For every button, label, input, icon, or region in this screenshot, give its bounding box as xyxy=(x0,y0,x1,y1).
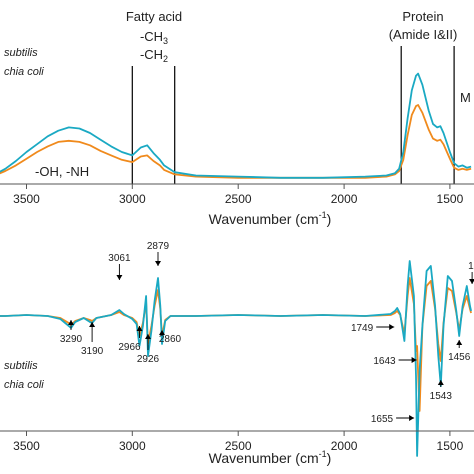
peak-arrowhead-1643 xyxy=(411,357,417,363)
peak-arrowhead-3290 xyxy=(68,320,74,325)
peak-arrowhead-1655 xyxy=(409,415,415,421)
peak-arrowhead-2860 xyxy=(159,330,165,335)
top-x-axis-label: Wavenumber (cm-1) xyxy=(209,210,332,227)
peak-label-3190: 3190 xyxy=(81,346,104,357)
top-vlines xyxy=(131,46,455,184)
bottom-tick-label-2500: 2500 xyxy=(225,439,252,453)
peak-label-1543: 1543 xyxy=(430,391,453,402)
peak-arrowhead-2879 xyxy=(155,261,161,266)
bottom-series-subtilis xyxy=(0,260,472,457)
amide-label: (Amide I&II) xyxy=(389,27,458,42)
bottom-legend-coli: chia coli xyxy=(4,379,44,391)
ch3-subscript: 3 xyxy=(163,36,168,46)
peak-label-3290: 3290 xyxy=(60,334,83,345)
oh-nh-annotation: -OH, -NH xyxy=(35,164,89,179)
peak-label-2879: 2879 xyxy=(147,241,170,252)
peak-arrowhead-3190 xyxy=(89,322,96,327)
top-legend-coli: chia coli xyxy=(4,66,44,78)
top-tick-label-1500: 1500 xyxy=(437,192,464,206)
top-tick-label-2500: 2500 xyxy=(225,192,252,206)
peak-arrowhead-1543 xyxy=(437,380,444,385)
peak-label-1456: 1456 xyxy=(448,352,471,363)
peak-label-2966: 2966 xyxy=(118,342,141,353)
top-x-ticks: 3500 3000 2500 2000 1500 xyxy=(13,184,464,206)
protein-annotation: Protein (Amide I&II) xyxy=(389,9,458,42)
ch3-label: -CH3 xyxy=(140,29,168,46)
peak-label-2860: 2860 xyxy=(159,334,182,345)
peak-label-139: 139 xyxy=(468,261,474,272)
ch2-text: -CH xyxy=(140,47,163,62)
top-tick-label-3000: 3000 xyxy=(119,192,146,206)
protein-label: Protein xyxy=(402,9,443,24)
bottom-x-axis-label: Wavenumber (cm-1) xyxy=(209,449,332,466)
bottom-tick-label-3000: 3000 xyxy=(119,439,146,453)
peak-arrowhead-2926 xyxy=(145,334,151,339)
peak-arrowhead-3061 xyxy=(116,275,123,280)
bottom-tick-label-3500: 3500 xyxy=(13,439,40,453)
fatty-acid-label: Fatty acid xyxy=(126,9,182,24)
top-legend-subtilis: subtilis xyxy=(4,47,38,59)
peak-arrowhead-2966 xyxy=(136,326,143,331)
peak-label-1643: 1643 xyxy=(373,356,396,367)
bottom-series xyxy=(0,260,472,457)
ch2-subscript: 2 xyxy=(163,54,168,64)
peak-label-2926: 2926 xyxy=(137,354,160,365)
top-series xyxy=(0,72,472,179)
bottom-tick-label-2000: 2000 xyxy=(331,439,358,453)
peak-arrowhead-1749 xyxy=(389,324,395,330)
peak-label-1655: 1655 xyxy=(371,414,394,425)
fatty-acid-annotation: Fatty acid -CH3 -CH2 xyxy=(126,9,182,64)
peak-label-1749: 1749 xyxy=(351,323,374,334)
bottom-legend-subtilis: subtilis xyxy=(4,360,38,372)
top-tick-label-3500: 3500 xyxy=(13,192,40,206)
top-tick-label-2000: 2000 xyxy=(331,192,358,206)
ch3-text: -CH xyxy=(140,29,163,44)
bottom-tick-label-1500: 1500 xyxy=(437,439,464,453)
m-annotation: M xyxy=(460,90,471,105)
bottom-x-ticks: 3500 3000 2500 2000 1500 xyxy=(13,431,464,453)
top-series-subtilis xyxy=(0,72,472,179)
ch2-label: -CH2 xyxy=(140,47,168,64)
top-panel: 3500 3000 2500 2000 1500 subtilis chia coli … xyxy=(0,9,474,227)
peak-label-3061: 3061 xyxy=(108,253,131,264)
peak-arrowhead-139 xyxy=(469,279,474,284)
peak-arrowhead-1456 xyxy=(456,340,463,345)
